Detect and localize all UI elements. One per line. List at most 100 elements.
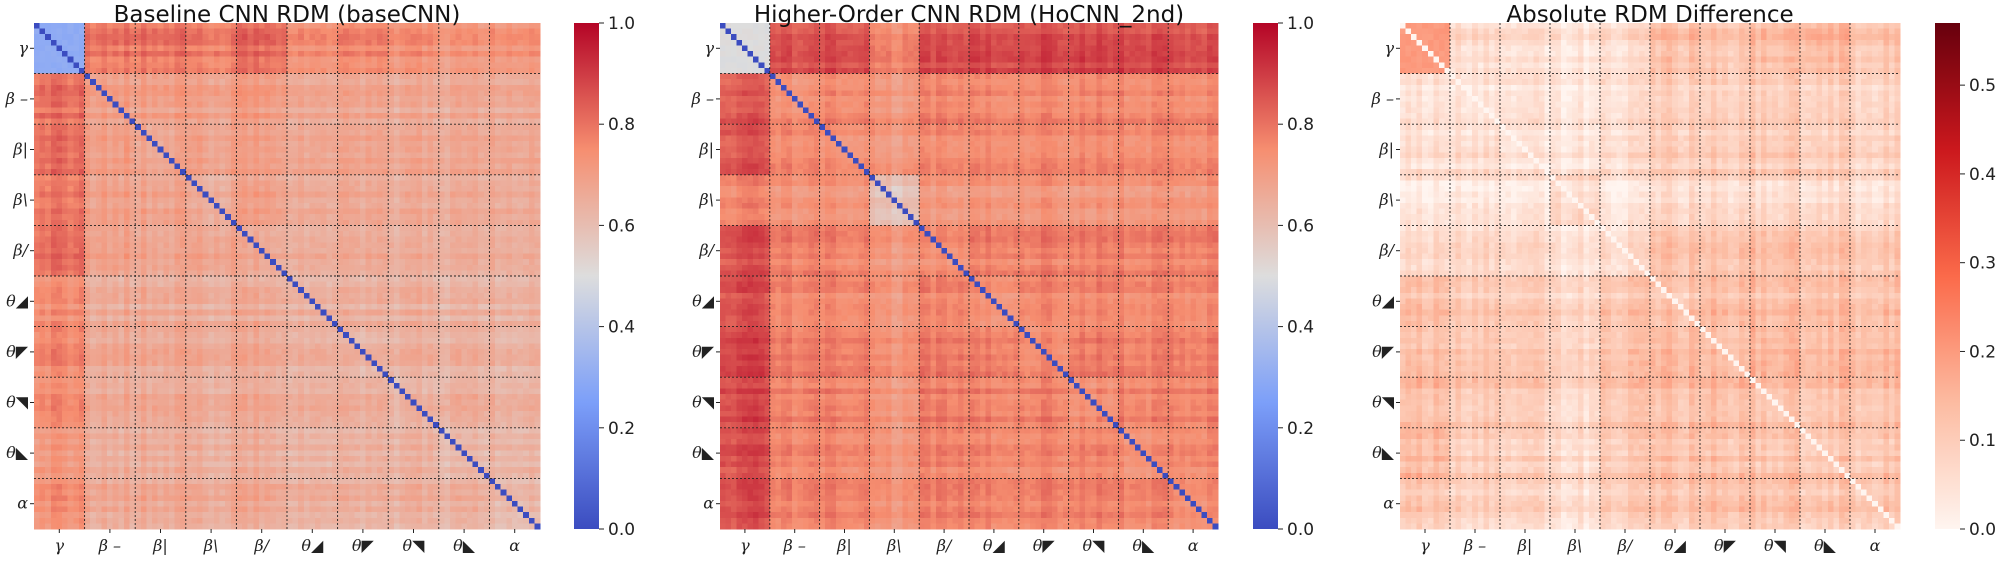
heatmap-cell [202,107,209,114]
heatmap-cell [264,112,271,120]
heatmap-cell [168,62,176,69]
heatmap-cell [67,96,74,103]
heatmap-cell [163,287,170,294]
heatmap-cell [242,34,249,41]
heatmap-cell [191,202,198,210]
heatmap-cell [416,28,423,35]
heatmap-cell [258,191,266,198]
heatmap-cell [371,141,378,148]
heatmap-cell [517,124,524,131]
heatmap-cell [483,129,490,137]
heatmap-cell [101,264,108,271]
heatmap-cell [365,34,372,41]
heatmap-cell [146,242,153,249]
heatmap-cell [73,146,80,153]
heatmap-cell [180,309,187,316]
heatmap-cell [495,309,502,316]
heatmap-cell [270,208,277,215]
heatmap-cell [39,281,46,288]
heatmap-cell [354,67,361,75]
heatmap-cell [123,281,131,288]
heatmap-cell [517,298,524,305]
heatmap-cell [489,264,496,271]
heatmap-cell [95,287,103,294]
heatmap-cell [101,84,108,92]
heatmap-cell [399,96,406,103]
heatmap-cell [303,276,311,283]
heatmap-cell [185,242,193,249]
heatmap-cell [34,304,41,311]
heatmap-cell [292,67,299,75]
heatmap-cell [534,315,541,322]
heatmap-cell [135,287,142,294]
heatmap-cell [450,197,457,204]
heatmap-cell [292,180,299,187]
heatmap-cell [354,298,361,305]
heatmap-cell [230,118,237,125]
heatmap-cell [388,157,395,165]
heatmap-cell [399,315,406,322]
heatmap-cell [478,45,485,52]
heatmap-cell [101,51,108,58]
heatmap-cell [39,73,46,80]
heatmap-cell [399,141,406,148]
heatmap-cell [450,34,457,41]
heatmap-cell [326,23,333,30]
heatmap-cell [78,208,86,215]
heatmap-cell [450,169,457,176]
heatmap-cell [303,73,311,80]
heatmap-cell [213,135,221,142]
heatmap-cell [84,112,91,120]
heatmap-cell [34,253,41,260]
heatmap-cell [495,152,502,159]
heatmap-cell [264,39,271,47]
heatmap-cell [287,326,294,333]
heatmap-cell [331,101,339,108]
heatmap-cell [337,281,344,288]
heatmap-cell [315,270,322,277]
heatmap-cell [388,264,395,271]
heatmap-cell [219,326,226,333]
heatmap-cell [191,146,198,153]
heatmap-cell [376,292,384,300]
heatmap-cell [489,270,496,277]
heatmap-cell [388,208,395,215]
heatmap-cell [50,129,58,137]
heatmap-cell [129,332,136,339]
heatmap-cell [287,169,294,176]
heatmap-cell [320,129,327,137]
heatmap-cell [197,242,204,249]
heatmap-cell [112,112,119,120]
heatmap-cell [292,219,299,226]
heatmap-cell [118,326,125,333]
heatmap-cell [90,309,97,316]
heatmap-cell [343,298,350,305]
heatmap-cell [523,315,530,322]
heatmap-cell [78,304,86,311]
heatmap-cell [185,56,193,63]
heatmap-cell [112,39,119,47]
heatmap-cell [270,197,277,204]
heatmap-cell [478,39,485,47]
heatmap-cell [34,67,41,75]
heatmap-cell [225,276,232,283]
heatmap-cell [427,51,434,58]
heatmap-cell [123,253,131,260]
heatmap-cell [84,45,91,52]
heatmap-cell [253,51,260,58]
heatmap-cell [90,208,97,215]
heatmap-cell [388,174,395,182]
heatmap-cell [438,157,446,165]
heatmap-cell [140,169,148,176]
heatmap-cell [135,124,142,131]
heatmap-cell [354,90,361,97]
heatmap-cell [168,287,176,294]
heatmap-cell [191,34,198,41]
heatmap-cell [495,28,502,35]
heatmap-cell [455,169,462,176]
heatmap-cell [500,264,507,271]
heatmap-cell [427,118,434,125]
heatmap-cell [500,191,507,198]
heatmap-cell [405,152,412,159]
heatmap-cell [258,45,266,52]
